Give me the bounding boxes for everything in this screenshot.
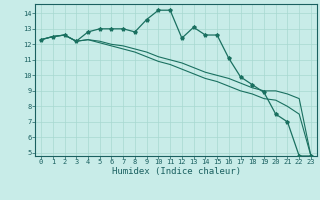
X-axis label: Humidex (Indice chaleur): Humidex (Indice chaleur) bbox=[111, 167, 241, 176]
